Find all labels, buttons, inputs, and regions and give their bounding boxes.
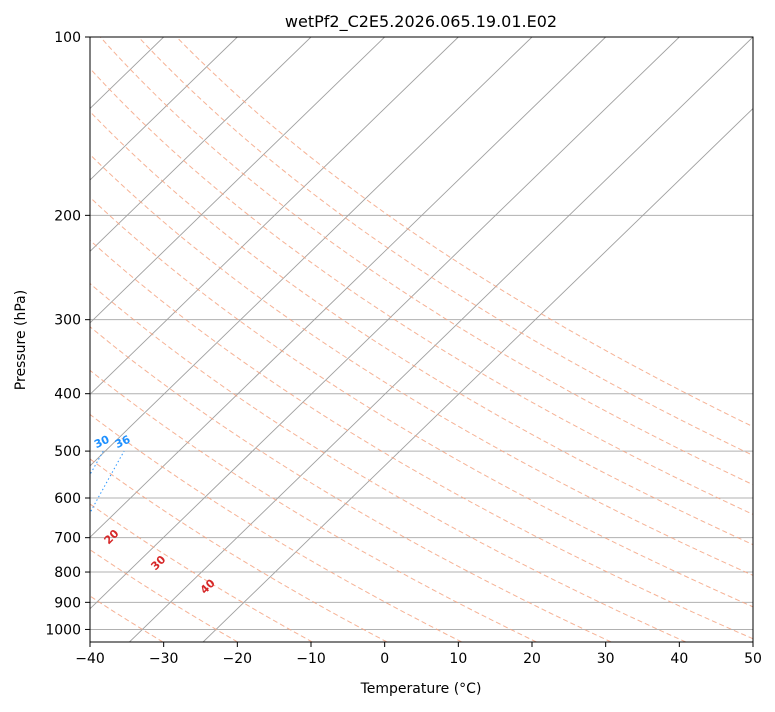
- isotherm-line: [0, 37, 458, 642]
- dry-adiabat-line: [0, 37, 760, 642]
- x-tick-label: −30: [149, 651, 179, 667]
- x-tick-label: −40: [75, 651, 105, 667]
- mixing-ratio-line: [0, 451, 34, 642]
- x-tick-label: 10: [449, 651, 467, 667]
- y-tick-label: 100: [54, 30, 81, 46]
- mixing-ratio-line: [0, 451, 103, 642]
- y-tick-label: 1000: [45, 622, 81, 638]
- dry-adiabat-line: [0, 37, 312, 642]
- dry-adiabat-label: 0: [20, 468, 35, 483]
- profile-series-line: [0, 37, 9, 549]
- mixing-ratio-label: 30: [92, 433, 112, 451]
- x-tick-label: −10: [296, 651, 326, 667]
- x-tick-label: 40: [670, 651, 688, 667]
- x-tick-label: 30: [597, 651, 615, 667]
- mixing-ratio-line: [0, 451, 12, 642]
- x-tick-label: 0: [380, 651, 389, 667]
- mixing-ratio-line: [0, 451, 58, 642]
- y-tick-label: 300: [54, 313, 81, 329]
- dry-adiabat-line: [0, 37, 536, 642]
- dry-adiabat-line: [0, 37, 387, 642]
- mixing-ratio-label: 13: [1, 433, 20, 451]
- y-axis-label: Pressure (hPa): [13, 290, 29, 390]
- y-tick-label: 200: [54, 208, 81, 224]
- x-tick-label: 20: [523, 651, 541, 667]
- y-tick-label: 900: [54, 595, 81, 611]
- isotherm-line: [0, 37, 385, 642]
- y-tick-label: 600: [54, 491, 81, 507]
- isotherm-line: [0, 37, 532, 642]
- dry-adiabat-label: 40: [198, 576, 218, 596]
- dry-adiabat-line: [177, 37, 775, 642]
- y-tick-label: 400: [54, 387, 81, 403]
- mixing-ratio-label: 36: [113, 433, 133, 451]
- dry-adiabat-line: [0, 37, 462, 642]
- dry-adiabat-line: [0, 37, 238, 642]
- dry-adiabat-line: [24, 37, 775, 642]
- isotherm-line: [203, 37, 775, 642]
- dry-adiabat-line: [62, 37, 775, 642]
- dry-adiabat-line: [100, 37, 775, 642]
- chart-title: wetPf2_C2E5.2026.065.19.01.E02: [285, 12, 557, 32]
- isotherm-line: [0, 37, 237, 642]
- mixing-ratio-label: 16: [23, 433, 43, 451]
- dry-adiabat-label: 20: [102, 527, 122, 547]
- y-tick-label: 700: [54, 531, 81, 547]
- dry-adiabat-label: 30: [148, 553, 168, 573]
- isotherm-line: [129, 37, 753, 642]
- dry-adiabat-line: [0, 37, 775, 642]
- dry-adiabat-line: [139, 37, 775, 642]
- dry-adiabat-line: [0, 37, 14, 642]
- isotherm-line: [0, 37, 311, 642]
- y-tick-label: 500: [54, 444, 81, 460]
- dry-adiabat-line: [0, 37, 775, 642]
- y-tick-label: 800: [54, 565, 81, 581]
- x-tick-label: 50: [744, 651, 762, 667]
- x-axis-label: Temperature (°C): [360, 681, 482, 697]
- x-tick-label: −20: [223, 651, 253, 667]
- dry-adiabat-line: [0, 37, 686, 642]
- plot-frame: [90, 37, 753, 642]
